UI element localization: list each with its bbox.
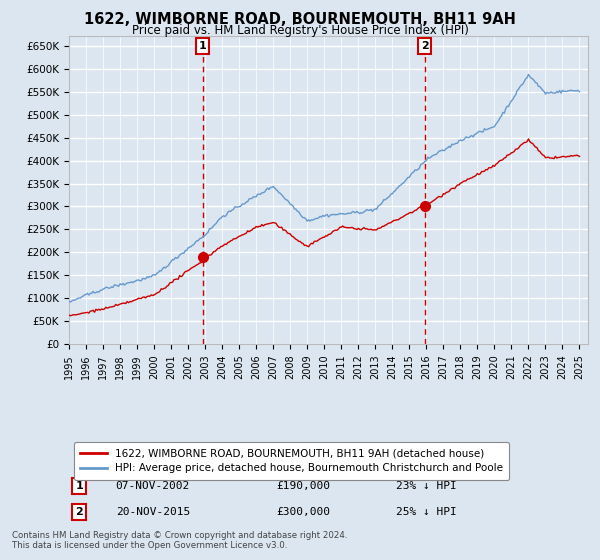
Text: 1: 1 — [76, 481, 83, 491]
Legend: 1622, WIMBORNE ROAD, BOURNEMOUTH, BH11 9AH (detached house), HPI: Average price,: 1622, WIMBORNE ROAD, BOURNEMOUTH, BH11 9… — [74, 442, 509, 480]
Text: 25% ↓ HPI: 25% ↓ HPI — [396, 507, 457, 517]
Text: 23% ↓ HPI: 23% ↓ HPI — [396, 481, 457, 491]
Text: £190,000: £190,000 — [277, 481, 331, 491]
Text: Contains HM Land Registry data © Crown copyright and database right 2024.
This d: Contains HM Land Registry data © Crown c… — [12, 530, 347, 550]
Text: Price paid vs. HM Land Registry's House Price Index (HPI): Price paid vs. HM Land Registry's House … — [131, 24, 469, 36]
Text: 1: 1 — [199, 41, 206, 51]
Text: 20-NOV-2015: 20-NOV-2015 — [116, 507, 190, 517]
Text: 07-NOV-2002: 07-NOV-2002 — [116, 481, 190, 491]
Text: 2: 2 — [76, 507, 83, 517]
Text: 1622, WIMBORNE ROAD, BOURNEMOUTH, BH11 9AH: 1622, WIMBORNE ROAD, BOURNEMOUTH, BH11 9… — [84, 12, 516, 27]
Text: 2: 2 — [421, 41, 428, 51]
Text: £300,000: £300,000 — [277, 507, 331, 517]
